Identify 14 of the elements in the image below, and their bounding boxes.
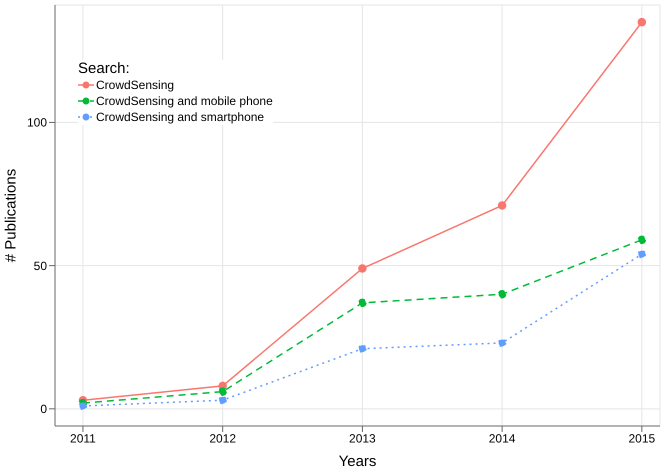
x-tick-label: 2012: [209, 432, 236, 446]
x-tick-label: 2011: [70, 432, 96, 446]
x-tick-label: 2014: [488, 432, 516, 446]
x-tick-label: 2015: [628, 432, 656, 446]
y-axis-title: # Publications: [2, 168, 20, 262]
y-tick-label: 50: [34, 258, 48, 273]
x-tick-label: 2013: [349, 432, 376, 446]
y-tick-label: 100: [26, 116, 48, 130]
legend-label: CrowdSensing and mobile phone: [96, 94, 273, 108]
legend-title: Search:: [78, 60, 131, 77]
y-tick-label: 0: [40, 402, 48, 416]
x-axis-title: Years: [338, 453, 376, 470]
legend-label: CrowdSensing and smartphone: [96, 110, 264, 124]
legend-label: CrowdSensing: [96, 78, 174, 92]
